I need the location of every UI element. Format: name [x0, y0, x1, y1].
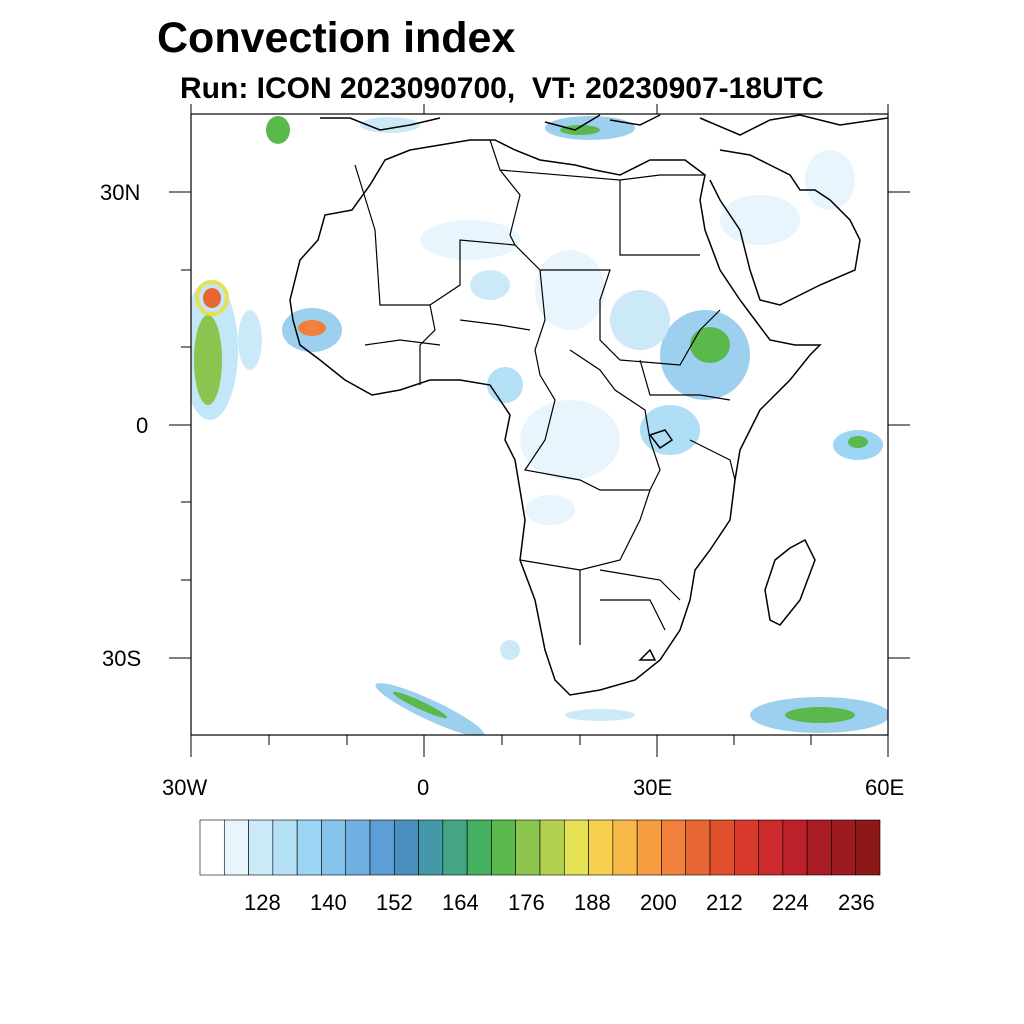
colorbar-swatch: [855, 819, 881, 876]
convection-blob-algeria: [360, 117, 420, 133]
colorbar-swatch: [733, 819, 759, 876]
africa-coastline: [289, 139, 822, 696]
convection-blob-south-africa: [565, 709, 635, 721]
y-label-30s: 30S: [102, 646, 142, 671]
chart-subtitle: Run: ICON 2023090700, VT: 20230907-18UTC: [180, 72, 824, 105]
y-label-0: 0: [136, 413, 149, 438]
convection-ring-atlantic: [195, 280, 229, 316]
colorbar-label: 128: [244, 890, 281, 915]
colorbar-swatch: [661, 819, 687, 876]
convection-field: [191, 114, 888, 735]
convection-core-indian-ocean: [848, 436, 868, 448]
colorbar-label: 152: [376, 890, 413, 915]
country-borders: [354, 139, 736, 645]
europe-coastline: [320, 114, 888, 136]
convection-core-south-indian: [785, 707, 855, 723]
colorbar-swatch: [393, 819, 419, 876]
colorbar-swatch: [806, 819, 832, 876]
colorbar-label: 140: [310, 890, 347, 915]
colorbar-swatch: [709, 819, 735, 876]
convection-blob-iran: [805, 150, 855, 210]
colorbar-swatch: [223, 819, 249, 876]
convection-blob-east-atlantic: [238, 310, 262, 370]
colorbar-swatch: [563, 819, 589, 876]
colorbar-swatch: [685, 819, 711, 876]
x-label-60e: 60E: [865, 775, 905, 800]
convection-core-senegal: [298, 320, 326, 336]
convection-core-ethiopia: [690, 327, 730, 363]
axis-ticks: [169, 104, 910, 757]
colorbar-swatch: [515, 819, 541, 876]
chart-title: Convection index: [157, 14, 516, 62]
colorbar-swatch: [442, 819, 468, 876]
colorbar: [199, 819, 881, 876]
lake-victoria: [638, 429, 674, 661]
convection-blob-cameroon: [487, 367, 523, 403]
colorbar-swatch: [539, 819, 565, 876]
colorbar-label: 212: [706, 890, 743, 915]
convection-blob-lakes: [640, 405, 700, 455]
convection-blob-sudan: [610, 290, 670, 350]
y-label-30n: 30N: [100, 180, 141, 205]
colorbar-swatch: [418, 819, 444, 876]
colorbar-label: 176: [508, 890, 545, 915]
colorbar-swatch: [588, 819, 614, 876]
madagascar-coastline: [764, 538, 816, 626]
convection-blob-angola: [525, 495, 575, 525]
convection-peak-atlantic: [203, 288, 221, 308]
colorbar-swatch: [491, 819, 517, 876]
colorbar-swatch: [369, 819, 395, 876]
convection-core-mediterranean: [560, 125, 600, 135]
colorbar-swatch: [345, 819, 371, 876]
colorbar-swatch: [758, 819, 784, 876]
colorbar-swatch: [296, 819, 322, 876]
colorbar-swatch: [199, 819, 225, 876]
arabia-coastline: [709, 149, 861, 306]
colorbar-swatch: [248, 819, 274, 876]
convection-blob-sahara: [420, 220, 520, 260]
x-label-30e: 30E: [633, 775, 673, 800]
colorbar-swatch: [612, 819, 638, 876]
colorbar-label: 200: [640, 890, 677, 915]
convection-blob-arabia: [720, 195, 800, 245]
colorbar-label: 188: [574, 890, 611, 915]
colorbar-swatch: [831, 819, 857, 876]
colorbar-swatch: [272, 819, 298, 876]
convection-blob-niger: [470, 270, 510, 300]
colorbar-swatch: [466, 819, 492, 876]
convection-core-atlantic: [194, 315, 222, 405]
colorbar-swatch: [782, 819, 808, 876]
x-label-0: 0: [417, 775, 430, 800]
convection-blob-spain: [266, 116, 290, 144]
x-label-30w: 30W: [162, 775, 208, 800]
colorbar-label: 164: [442, 890, 479, 915]
convection-blob-chad: [535, 250, 605, 330]
convection-blob-congo: [520, 400, 620, 480]
convection-core-south-atlantic: [392, 691, 448, 719]
colorbar-swatch: [321, 819, 347, 876]
colorbar-swatch: [636, 819, 662, 876]
convection-blob-sw-atlantic: [500, 640, 520, 660]
colorbar-label: 224: [772, 890, 809, 915]
colorbar-label: 236: [838, 890, 875, 915]
